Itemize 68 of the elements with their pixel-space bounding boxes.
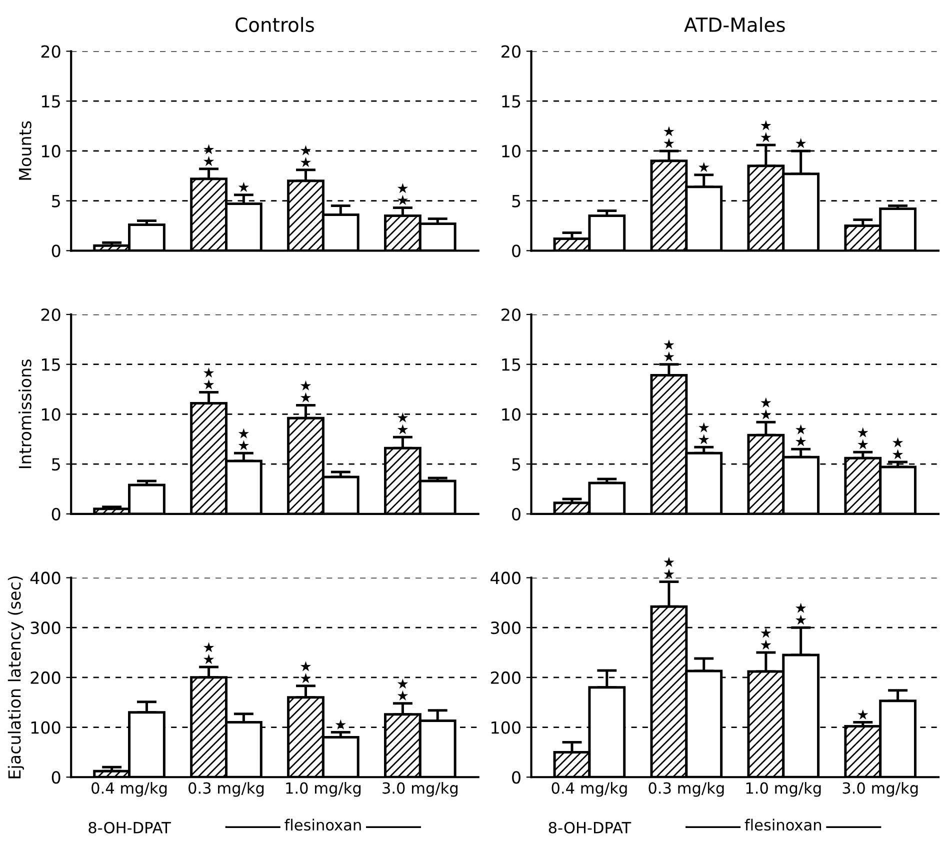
y-tick-label: 20 xyxy=(41,308,60,322)
y-tick-label: 15 xyxy=(502,95,520,108)
y-tick-label: 20 xyxy=(41,45,60,58)
y-tick-label: 10 xyxy=(42,408,60,421)
y-tick-label: 10 xyxy=(502,144,520,158)
y-tick-label: 0 xyxy=(52,771,60,784)
y-tick-label: 5 xyxy=(52,458,60,471)
chart-title: ATD-Males xyxy=(684,17,785,32)
text: 8-OH-DPAT xyxy=(88,822,171,834)
annotation: ★ ★ xyxy=(760,120,772,142)
annotation: ★ xyxy=(238,182,250,192)
x-tick-label: 3.0 mg/kg xyxy=(842,782,918,797)
y-tick-label: 20 xyxy=(502,45,520,58)
text: 8-OH-DPAT xyxy=(548,822,632,834)
y-tick-label: 200 xyxy=(30,671,60,684)
x-tick-label: 3.0 mg/kg xyxy=(382,782,458,797)
y-tick-label: 15 xyxy=(42,358,60,371)
y-tick-label: 0 xyxy=(512,244,520,258)
y-axis-title: Mounts xyxy=(18,121,32,180)
annotation: ★ ★ xyxy=(397,412,408,434)
y-tick-label: 10 xyxy=(42,144,60,158)
annotation: ★ ★ xyxy=(300,380,312,402)
annotation: ★ xyxy=(698,162,710,172)
annotation: ★ ★ xyxy=(858,427,868,450)
y-tick-label: 15 xyxy=(502,358,520,371)
annotation: ★ ★ xyxy=(203,367,214,390)
y-tick-label: 300 xyxy=(491,622,520,634)
y-tick-label: 15 xyxy=(42,95,60,108)
y-axis-title: Intromissions xyxy=(18,360,32,468)
annotation: ★ ★ xyxy=(698,422,710,444)
y-axis-title: Ejaculation latency (sec) xyxy=(8,576,24,778)
x-tick-label: 0.4 mg/kg xyxy=(92,782,167,797)
annotation: ★ xyxy=(858,709,868,720)
annotation: ★ ★ xyxy=(238,428,250,450)
annotation: ★ ★ xyxy=(397,182,408,205)
x-tick-label: 1.0 mg/kg xyxy=(286,782,361,797)
y-tick-label: 200 xyxy=(490,671,520,684)
annotation: ★ ★ xyxy=(892,437,904,460)
annotation: ★ ★ xyxy=(203,642,214,664)
text: flesinoxan xyxy=(284,818,361,831)
chart-title: Controls xyxy=(236,17,314,32)
x-tick-label: 0.3 mg/kg xyxy=(188,782,264,797)
text: flesinoxan xyxy=(744,818,822,831)
y-tick-label: 100 xyxy=(31,721,60,734)
annotation: ★ xyxy=(796,138,806,148)
annotation: ★ ★ xyxy=(664,556,674,579)
annotation: ★ ★ xyxy=(796,424,806,446)
x-tick-label: 0.4 mg/kg xyxy=(552,782,627,797)
y-tick-label: 100 xyxy=(492,721,520,734)
y-tick-label: 0 xyxy=(512,508,520,520)
y-tick-label: 300 xyxy=(30,622,60,634)
y-tick-label: 5 xyxy=(512,194,520,208)
y-tick-label: 0 xyxy=(52,244,60,258)
y-tick-label: 5 xyxy=(52,194,60,208)
y-tick-label: 10 xyxy=(502,408,520,421)
x-tick-label: 0.3 mg/kg xyxy=(648,782,724,797)
y-tick-label: 400 xyxy=(30,572,60,584)
y-tick-label: 0 xyxy=(512,771,520,784)
y-tick-label: 0 xyxy=(52,508,60,520)
annotation: ★ ★ xyxy=(664,340,674,362)
y-tick-label: 400 xyxy=(490,572,520,584)
annotation: ★ ★ xyxy=(796,602,806,625)
y-tick-label: 5 xyxy=(512,458,520,471)
x-tick-label: 1.0 mg/kg xyxy=(746,782,821,797)
y-tick-label: 20 xyxy=(502,308,520,322)
annotation: ★ ★ xyxy=(397,678,408,701)
annotation: ★ ★ xyxy=(760,628,772,650)
annotation: ★ ★ xyxy=(664,126,674,148)
